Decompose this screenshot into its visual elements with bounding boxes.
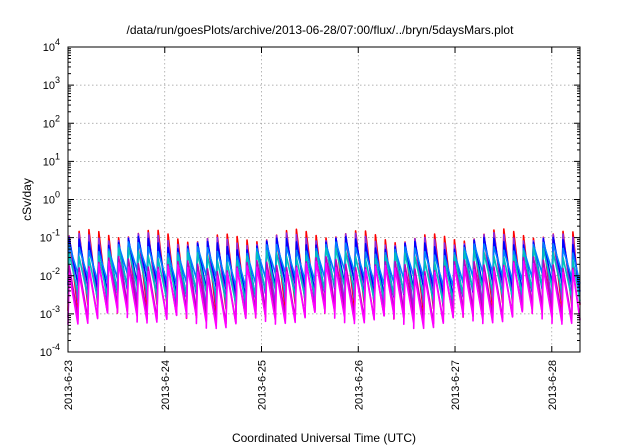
y-tick-exponent: -2 [52,266,60,276]
y-tick-base: 10 [43,156,55,168]
y-tick-base: 10 [40,233,52,245]
y-tick-label: 10-3 [40,304,60,321]
y-tick-exponent: 2 [55,113,60,123]
y-tick-exponent: 4 [55,37,60,47]
x-tick-label: 2013-6-27 [450,360,462,410]
y-tick-label: 102 [43,113,60,130]
x-tick-label: 2013-6-28 [547,360,559,410]
y-tick-label: 10-4 [40,342,60,359]
y-tick-base: 10 [40,309,52,321]
x-axis: 2013-6-23 2013-6-24 2013-6-25 2013-6-26 2013… [63,47,559,410]
y-tick-label: 103 [43,75,60,92]
y-tick-label: 10-1 [40,228,60,245]
y-tick-exponent: -1 [52,228,60,238]
y-tick-exponent: 3 [55,75,60,85]
y-tick-base: 10 [43,80,55,92]
y-tick-exponent: -4 [52,342,60,352]
x-tick-label: 2013-6-25 [257,360,269,410]
y-tick-base: 10 [43,42,55,54]
x-tick-label: 2013-6-23 [63,360,75,410]
x-tick-label: 2013-6-26 [353,360,365,410]
y-tick-base: 10 [43,118,55,130]
y-tick-base: 10 [40,347,52,359]
x-axis-label: Coordinated Universal Time (UTC) [232,431,416,445]
y-tick-base: 10 [43,195,55,207]
y-tick-exponent: 0 [55,190,60,200]
y-axis-label: cSv/day [20,178,34,221]
y-tick-base: 10 [40,271,52,283]
y-tick-exponent: -3 [52,304,60,314]
y-tick-exponent: 1 [55,151,60,161]
y-tick-label: 10-2 [40,266,60,283]
chart-title: /data/run/goesPlots/archive/2013-06-28/0… [127,23,515,37]
y-tick-label: 100 [43,190,60,207]
series-group [67,228,581,330]
series-line [67,260,581,330]
x-tick-label: 2013-6-24 [160,360,172,410]
y-tick-label: 101 [43,151,60,168]
y-tick-label: 104 [43,37,60,54]
